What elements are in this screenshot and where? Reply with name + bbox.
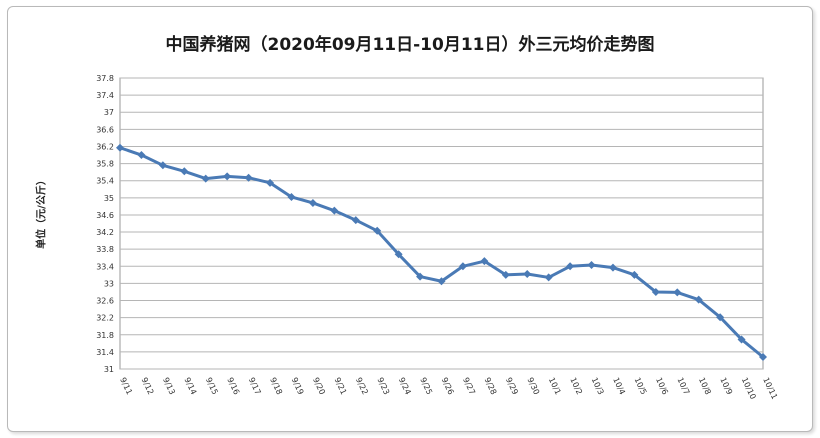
y-tick-label: 33.8 <box>96 245 114 254</box>
plot-area <box>119 77 764 370</box>
x-tick-label: 10/4 <box>611 376 627 396</box>
x-tick-label: 9/11 <box>118 376 134 396</box>
data-point <box>694 295 703 304</box>
x-tick-label: 10/3 <box>590 376 606 396</box>
data-point <box>201 174 210 183</box>
data-point <box>116 143 124 152</box>
x-tick-label: 9/17 <box>247 376 263 396</box>
y-tick-label: 37 <box>104 108 114 117</box>
x-tick-label: 9/18 <box>268 376 284 396</box>
data-point <box>523 269 532 278</box>
x-tick-label: 9/22 <box>354 376 370 396</box>
gridlines <box>119 77 764 370</box>
x-tick-label: 10/1 <box>547 376 563 396</box>
y-tick-label: 35.8 <box>96 160 114 169</box>
x-tick-label: 10/9 <box>718 376 734 396</box>
x-tick-label: 9/15 <box>204 376 220 396</box>
x-tick-label: 10/2 <box>568 376 584 396</box>
data-point <box>480 257 489 266</box>
data-point <box>394 250 403 259</box>
y-tick-label: 33.4 <box>96 262 114 271</box>
data-point <box>566 262 575 271</box>
x-tick-label: 9/16 <box>225 376 241 396</box>
y-tick-label: 35.4 <box>96 177 114 186</box>
data-point <box>244 173 253 182</box>
chart-title: 中国养猪网（2020年09月11日-10月11日）外三元均价走势图 <box>165 35 655 55</box>
x-tick-label: 9/24 <box>397 376 413 396</box>
data-point <box>330 206 339 215</box>
x-tick-label: 9/12 <box>140 376 156 396</box>
data-point <box>544 273 553 282</box>
x-tick-label: 9/25 <box>418 376 434 396</box>
data-point <box>373 226 382 235</box>
x-tick-label: 9/29 <box>504 376 520 396</box>
y-tick-label: 32.2 <box>96 314 114 323</box>
data-point <box>716 313 725 322</box>
data-point <box>501 270 510 279</box>
y-tick-label: 31.4 <box>96 348 114 357</box>
x-tick-label: 9/27 <box>461 376 477 396</box>
x-tick-label: 10/5 <box>633 376 649 396</box>
data-point <box>180 167 189 176</box>
x-axis-ticks: 9/11 9/12 9/13 9/14 9/15 9/16 9/17 9/18 9/19 9/20… <box>118 376 779 401</box>
x-tick-label: 9/14 <box>182 376 198 396</box>
data-point <box>266 178 275 187</box>
data-point <box>137 151 146 160</box>
data-point <box>437 277 446 286</box>
data-point <box>308 198 317 207</box>
data-point <box>630 270 639 279</box>
y-tick-label: 37.8 <box>96 74 114 83</box>
data-point <box>759 353 767 362</box>
data-point <box>287 192 296 201</box>
y-tick-label: 34.6 <box>96 211 114 220</box>
x-tick-label: 9/28 <box>483 376 499 396</box>
data-point <box>351 216 360 225</box>
x-tick-label: 10/7 <box>675 376 691 396</box>
y-axis-ticks: 31 31.4 31.8 32.2 32.6 33 33.4 33.8 34.2 34.6 35 35… <box>96 74 114 374</box>
x-tick-label: 10/11 <box>761 376 779 401</box>
data-point <box>158 161 167 170</box>
x-tick-label: 9/30 <box>525 376 541 396</box>
x-tick-label: 10/6 <box>654 376 670 396</box>
data-point <box>416 272 425 281</box>
y-tick-label: 33 <box>104 279 114 288</box>
data-point <box>458 262 467 271</box>
x-tick-label: 9/26 <box>440 376 456 396</box>
y-tick-label: 37.4 <box>96 91 114 100</box>
x-tick-label: 9/20 <box>311 376 327 396</box>
data-point <box>223 172 232 181</box>
x-tick-label: 9/19 <box>290 376 306 396</box>
x-tick-label: 9/23 <box>375 376 391 396</box>
series-group <box>116 143 767 362</box>
y-tick-label: 34.2 <box>96 228 114 237</box>
y-tick-label: 31.8 <box>96 331 114 340</box>
data-point <box>587 261 596 270</box>
x-tick-label: 9/21 <box>333 376 349 396</box>
y-tick-label: 36.2 <box>96 142 114 151</box>
data-point <box>608 263 617 272</box>
data-point <box>673 288 682 297</box>
y-tick-label: 31 <box>104 365 114 374</box>
y-tick-label: 36.6 <box>96 125 114 134</box>
y-tick-label: 35 <box>104 194 114 203</box>
x-tick-label: 9/13 <box>161 376 177 396</box>
x-tick-label: 10/10 <box>740 376 758 401</box>
y-tick-label: 32.6 <box>96 297 114 306</box>
data-point <box>737 335 746 344</box>
data-point <box>651 287 660 296</box>
x-tick-label: 10/8 <box>697 376 713 396</box>
